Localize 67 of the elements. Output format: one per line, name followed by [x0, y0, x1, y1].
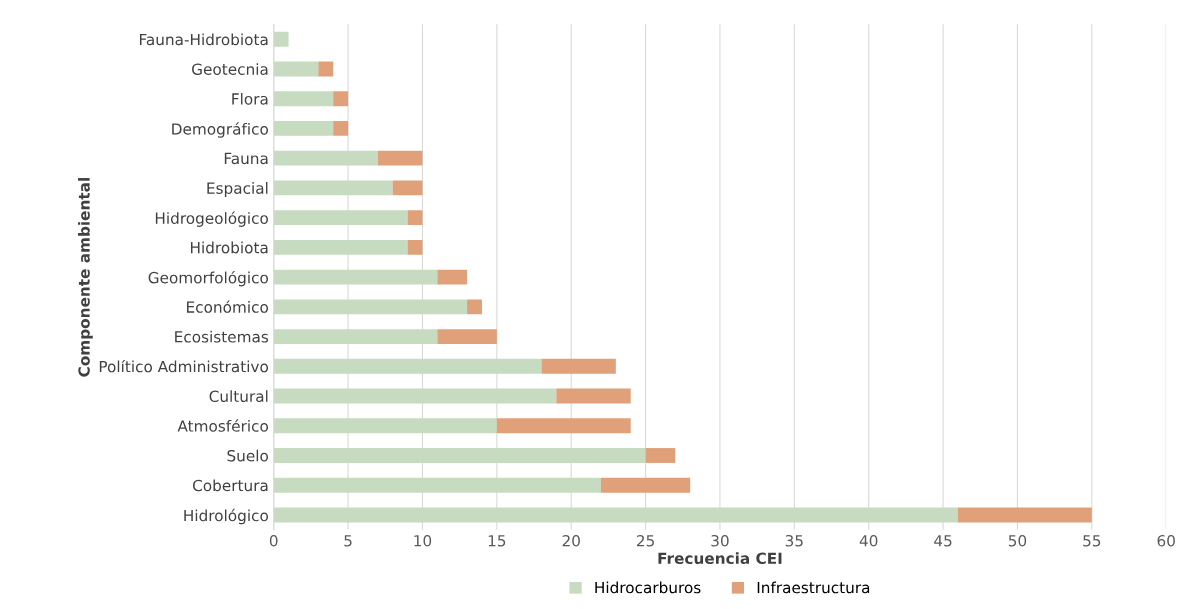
legend-label: Infraestructura [757, 581, 870, 594]
bar [273, 239, 408, 255]
bar [273, 31, 289, 47]
y-tick-label: Suelo [227, 449, 268, 462]
y-tick-label: Geotecnia [192, 63, 268, 75]
x-tick-label: 0 [269, 534, 278, 547]
bar [273, 269, 438, 285]
y-tick-label: Cobertura [192, 479, 268, 492]
bar [273, 388, 557, 404]
y-tick-label: Económico [187, 300, 268, 313]
y-tick-label: Hidrobiota [190, 241, 268, 254]
bar [541, 358, 616, 374]
x-tick-label: 40 [859, 534, 878, 547]
bar [273, 299, 468, 315]
bar [273, 210, 408, 226]
bar [407, 239, 423, 255]
bar [392, 180, 423, 196]
bar [437, 269, 468, 285]
y-tick-label: Geomorfológico [148, 270, 268, 287]
bar [273, 507, 958, 523]
bar [273, 477, 601, 493]
x-tick-label: 45 [934, 535, 952, 547]
y-tick-label: Hidrológico [184, 508, 268, 525]
bar [437, 329, 497, 344]
bar [273, 120, 334, 136]
x-tick-label: 5 [344, 535, 352, 547]
x-tick-label: 15 [488, 535, 506, 547]
y-tick-label: Flora [232, 92, 268, 105]
y-tick-label: Fauna-Hidrobiota [139, 33, 268, 46]
bar [556, 388, 631, 404]
bar [273, 61, 319, 77]
bar [407, 210, 423, 226]
y-tick-label: Cultural [209, 390, 268, 403]
bar [957, 507, 1092, 523]
bar [377, 150, 423, 166]
y-tick-label: Demográfico [172, 122, 268, 138]
bar [273, 180, 393, 196]
y-tick-label: Ecosistemas [175, 330, 269, 343]
x-axis-title: Frecuencia CEI [658, 552, 782, 565]
x-tick-label: 10 [414, 534, 432, 547]
bar [645, 448, 676, 463]
x-tick-label: 35 [785, 534, 803, 547]
bar [333, 91, 349, 107]
bar [273, 150, 378, 166]
y-tick-label: Hidrogeológico [155, 211, 268, 227]
bar [273, 358, 542, 374]
bar [273, 329, 438, 344]
bar [273, 448, 646, 463]
y-tick-label: Político Administrativo [99, 359, 269, 373]
x-tick-label: 50 [1008, 534, 1027, 547]
x-tick-label: 25 [636, 534, 654, 547]
legend-label: Hidrocarburos [595, 581, 701, 594]
bar [273, 418, 497, 434]
bar [600, 477, 691, 493]
y-axis-title: Componente ambiental [78, 178, 93, 377]
bar [496, 418, 631, 434]
bar [467, 299, 482, 315]
y-tick-label: Fauna [224, 152, 268, 165]
y-tick-label: Atmosférico [177, 419, 268, 432]
x-tick-label: 55 [1083, 535, 1101, 547]
x-tick-label: 20 [562, 534, 580, 547]
y-tick-label: Espacial [207, 182, 268, 197]
bar [273, 91, 334, 107]
bar [318, 61, 334, 77]
x-tick-label: 60 [1157, 534, 1175, 547]
bar [333, 120, 349, 136]
x-tick-label: 30 [711, 534, 729, 547]
